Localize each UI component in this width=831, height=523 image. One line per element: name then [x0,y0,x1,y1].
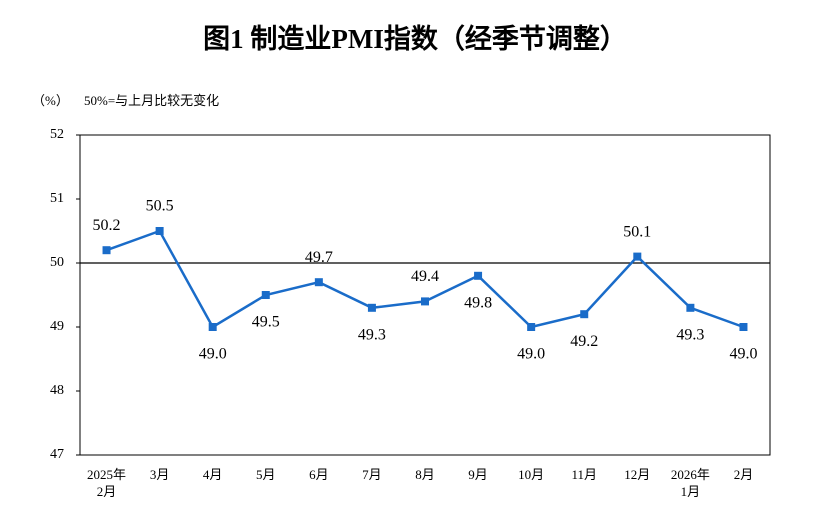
data-label: 50.1 [623,223,651,240]
data-label: 49.3 [358,326,386,343]
data-label: 49.3 [676,326,704,343]
x-tick-label: 7月 [362,467,382,482]
marker [102,246,111,255]
y-tick-label: 49 [50,319,64,334]
marker [527,323,536,331]
y-tick-label: 47 [50,447,64,462]
x-tick-label: 5月 [256,467,276,482]
x-tick-label: 9月 [468,467,488,482]
marker [421,297,429,306]
x-tick-label: 8月 [415,467,435,482]
data-label: 49.5 [252,314,280,331]
data-label: 49.7 [305,249,333,266]
data-label: 50.5 [146,198,174,215]
y-axis-label: （%） [32,93,69,108]
data-label: 49.8 [464,294,492,311]
data-label: 49.2 [570,333,598,350]
data-label: 49.0 [729,346,757,363]
marker [686,303,695,312]
plot-frame [79,134,771,456]
marker [580,310,589,319]
marker [208,323,217,331]
data-label: 49.0 [199,346,227,363]
marker [367,303,376,312]
annotation: 50%=与上月比较无变化 [84,93,219,108]
marker [633,252,642,261]
x-tick-label: 2026年 1月 [670,467,710,499]
y-tick-label: 48 [50,383,64,398]
x-tick-label: 4月 [202,467,223,482]
y-tick-label: 51 [50,191,64,206]
x-tick-label: 10月 [518,467,545,482]
x-tick-label: 2月 [733,467,754,482]
data-label: 49.4 [411,268,439,285]
marker [155,227,164,235]
marker [314,278,323,287]
marker [474,271,483,280]
chart-title: 图1 制造业PMI指数（经季节调整） [203,23,627,54]
x-tick-label: 3月 [149,467,170,482]
x-tick-label: 6月 [309,467,329,482]
marker [739,323,748,331]
y-tick-label: 50 [50,255,64,270]
x-tick-label: 12月 [624,467,651,482]
marker [261,291,270,299]
x-tick-label: 11月 [571,467,597,482]
x-tick-label: 2025年 2月 [87,467,127,499]
data-label: 49.0 [517,346,545,363]
y-tick-label: 52 [50,127,64,142]
data-label: 50.2 [93,217,121,234]
